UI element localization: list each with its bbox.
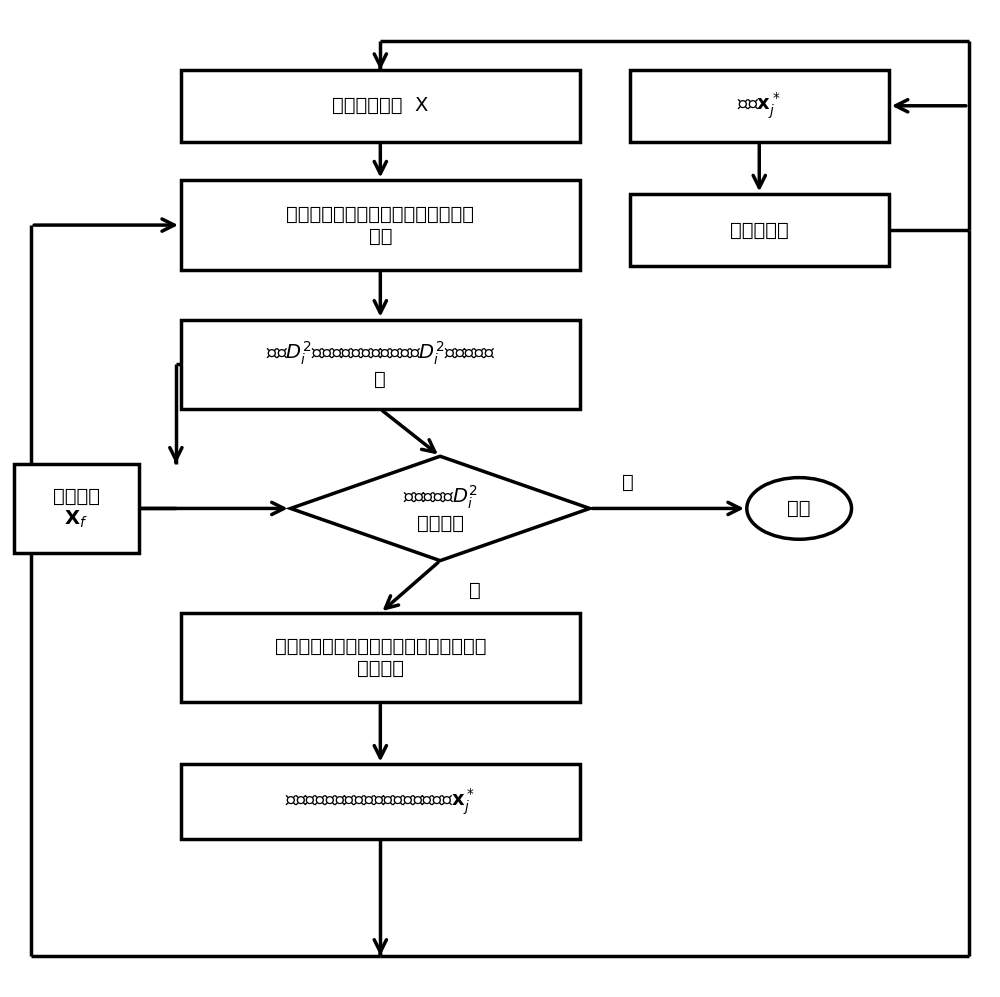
Bar: [630, 70, 889, 142]
Bar: [181, 180, 580, 270]
Text: 故障数据的$D_i^2$
是否超限: 故障数据的$D_i^2$ 是否超限: [403, 484, 478, 533]
Bar: [630, 194, 889, 266]
Text: 移除$\mathbf{x}_j^*$: 移除$\mathbf{x}_j^*$: [737, 91, 781, 121]
Text: 否: 否: [622, 474, 634, 493]
Ellipse shape: [747, 478, 852, 539]
Bar: [14, 464, 139, 553]
Text: 计算故障数据和正常数据在故障方向的变
量贡献度: 计算故障数据和正常数据在故障方向的变 量贡献度: [275, 637, 486, 678]
Text: 停止: 停止: [787, 498, 811, 518]
Text: 计算$D_i^2$统计量并定义正常数据的$D_i^2$统计量控制
限: 计算$D_i^2$统计量并定义正常数据的$D_i^2$统计量控制 限: [266, 340, 495, 389]
Text: 通过衡量贡献度比值选取最终要的变量$\mathbf{x}_j^*$: 通过衡量贡献度比值选取最终要的变量$\mathbf{x}_j^*$: [285, 787, 475, 817]
Bar: [181, 613, 580, 702]
Text: 正常过程数据  X: 正常过程数据 X: [332, 97, 429, 116]
Bar: [181, 70, 580, 142]
Text: 是: 是: [469, 581, 481, 600]
Text: 故障变量库: 故障变量库: [730, 220, 789, 239]
Text: 故障数据
$\mathbf{X}_f$: 故障数据 $\mathbf{X}_f$: [53, 487, 100, 530]
Bar: [181, 765, 580, 839]
Text: 提取每类数据故障方向计算类内判别
成分: 提取每类数据故障方向计算类内判别 成分: [286, 204, 474, 245]
Polygon shape: [291, 457, 590, 560]
Bar: [181, 320, 580, 409]
